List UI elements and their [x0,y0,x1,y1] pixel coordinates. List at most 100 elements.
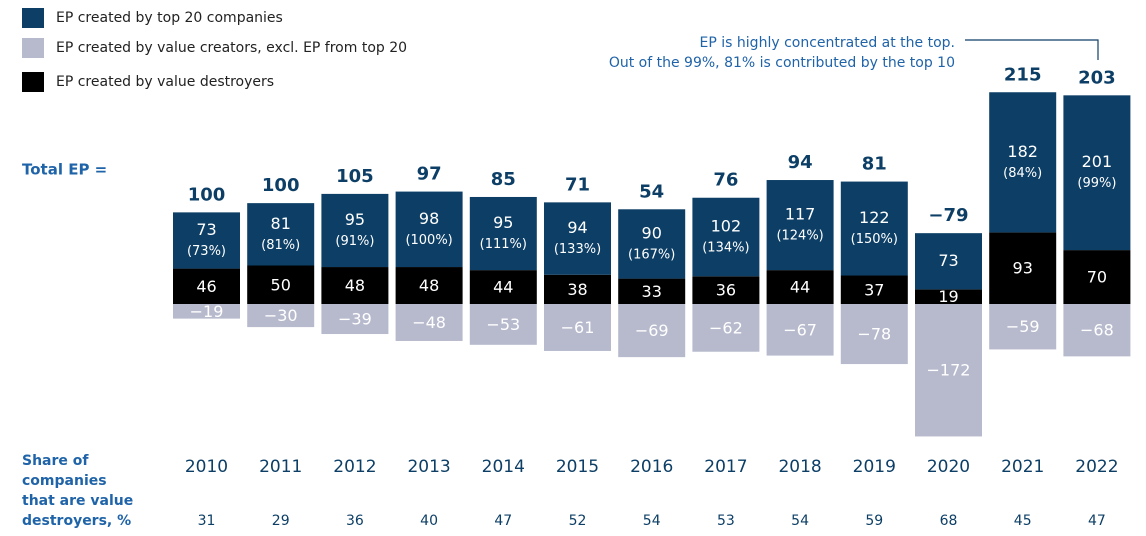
destroyers-label: 93 [1013,259,1033,278]
creators-label: −30 [264,306,298,325]
bar-top20 [915,233,982,290]
creators-label: −67 [783,320,817,339]
bar-destroyers [915,289,982,304]
annotation: Out of the 99%, 81% is contributed by th… [609,55,955,71]
top20-share: (73%) [187,244,226,259]
creators-label: −48 [412,313,446,332]
top20-share: (134%) [702,241,749,256]
creators-label: −53 [486,315,520,334]
total-value: 94 [788,152,813,173]
bar-creators [469,304,537,345]
bar-top20 [1063,95,1131,251]
year-label: 2010 [185,457,228,477]
top20-label: 95 [493,213,513,232]
bar-top20 [544,202,611,275]
destroyers-label: 37 [864,280,884,299]
share-label: companies [22,473,107,489]
top20-label: 81 [271,214,291,233]
top20-label: 201 [1082,152,1113,171]
top20-label: 73 [196,220,216,239]
destroyer-share: 54 [791,513,809,529]
top20-share: (133%) [554,242,601,257]
share-label: Share of [22,453,89,469]
total-value: 203 [1078,67,1116,88]
year-label: 2016 [630,457,673,477]
total-value: 85 [491,169,516,190]
annotation: EP is highly concentrated at the top. [700,35,955,51]
bar-destroyers [989,232,1057,304]
bar-top20 [618,209,686,279]
top20-label: 122 [859,208,890,227]
bar-destroyers [469,270,537,304]
total-value: −79 [928,205,968,226]
destroyer-share: 53 [717,513,735,529]
top20-share: (124%) [776,229,823,244]
bar-destroyers [1063,250,1131,304]
creators-label: −78 [857,325,891,344]
total-value: 97 [417,164,442,185]
creators-label: −61 [561,318,595,337]
year-label: 2022 [1075,457,1118,477]
destroyer-share: 52 [569,513,587,529]
bar-destroyers [544,274,611,304]
destroyers-label: 33 [642,282,662,301]
bar-creators [840,304,908,365]
bar-top20 [321,193,389,268]
destroyers-label: 46 [196,277,216,296]
bar-creators [544,304,611,351]
creators-label: −39 [338,310,372,329]
creators-label: −19 [190,302,224,321]
bar-destroyers [618,278,686,304]
legend-swatch [22,38,44,58]
year-label: 2012 [333,457,376,477]
destroyer-share: 68 [940,513,958,529]
bar-destroyers [395,267,463,304]
bar-creators [1063,304,1131,357]
destroyers-label: 44 [493,278,513,297]
share-label: destroyers, % [22,513,131,529]
top20-label: 98 [419,209,439,228]
top20-label: 117 [785,205,816,224]
creators-label: −172 [927,361,971,380]
destroyer-share: 54 [643,513,661,529]
bar-top20 [395,191,463,268]
bar-creators [173,304,240,319]
bar-creators [247,304,315,328]
bar-top20 [692,197,760,277]
bar-destroyers [247,265,315,304]
bar-destroyers [766,270,834,304]
creators-label: −62 [709,318,743,337]
bar-creators [766,304,834,356]
year-label: 2015 [556,457,599,477]
bar-top20 [469,196,537,271]
bar-top20 [766,180,834,271]
destroyer-share: 29 [272,513,290,529]
bar-creators [915,304,982,437]
top20-share: (100%) [405,233,452,248]
top20-share: (150%) [851,232,898,247]
destroyer-share: 47 [1088,513,1106,529]
bar-creators [692,304,760,352]
bar-top20 [247,203,315,266]
top20-share: (91%) [335,234,374,249]
year-label: 2011 [259,457,302,477]
year-label: 2018 [778,457,821,477]
destroyers-label: 36 [716,281,736,300]
bar-destroyers [840,275,908,304]
destroyers-label: 38 [567,280,587,299]
legend-label: EP created by top 20 companies [56,10,283,26]
top20-label: 90 [642,223,662,242]
year-label: 2014 [482,457,525,477]
bar-creators [618,304,686,358]
destroyers-label: 19 [938,287,958,306]
destroyers-label: 44 [790,278,810,297]
creators-label: −69 [635,321,669,340]
destroyers-label: 70 [1087,268,1107,287]
share-label: that are value [22,493,133,509]
legend-label: EP created by value destroyers [56,74,274,90]
year-label: 2020 [927,457,970,477]
top20-label: 95 [345,210,365,229]
destroyer-share: 40 [420,513,438,529]
total-label: Total EP = [22,161,107,179]
